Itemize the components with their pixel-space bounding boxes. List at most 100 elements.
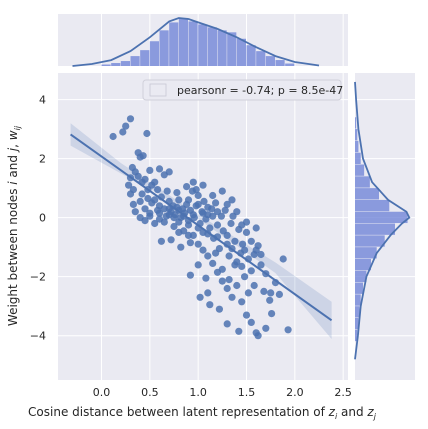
scatter-point <box>141 205 149 213</box>
right-kde-curve <box>354 81 411 360</box>
scatter-point <box>175 196 183 204</box>
scatter-point <box>238 298 246 306</box>
scatter-point <box>186 239 194 247</box>
right-histogram-bar <box>355 294 361 306</box>
scatter-point <box>154 186 162 194</box>
top-histogram-bar <box>227 32 237 66</box>
scatter-point <box>177 243 185 251</box>
scatter-point <box>213 208 222 216</box>
scatter-point <box>218 277 226 285</box>
scatter-point <box>202 274 210 282</box>
top-histogram-bar <box>120 61 130 66</box>
scatter-point <box>260 287 268 295</box>
scatter-point <box>125 181 133 189</box>
scatter-point <box>247 318 255 326</box>
right-histogram-bar <box>355 329 358 342</box>
y-tick-label: 2 <box>39 153 46 166</box>
y-tick-label: −4 <box>30 330 46 343</box>
top-histogram-bar <box>217 30 227 66</box>
scatter-point <box>194 200 202 208</box>
scatter-point <box>215 305 223 313</box>
scatter-point <box>238 221 246 229</box>
scatter-point <box>170 222 178 231</box>
top-histogram-bar <box>169 22 179 66</box>
scatter-point <box>184 221 193 229</box>
scatter-point <box>284 326 292 334</box>
x-tick-label: 2.0 <box>286 386 304 399</box>
scatter-point <box>212 199 220 207</box>
legend: pearsonr = -0.74; p = 8.5e-47 <box>142 79 343 101</box>
scatter-point <box>163 187 171 195</box>
scatter-point <box>233 208 241 216</box>
right-histogram-bar <box>355 152 361 165</box>
y-tick-labels: −4 −2 0 2 4 <box>30 94 46 343</box>
x-tick-label: 2.5 <box>334 386 352 399</box>
scatter-point <box>122 122 130 130</box>
scatter-point <box>279 255 287 263</box>
scatter-point <box>257 250 265 259</box>
top-histogram-bar <box>159 30 169 66</box>
right-histogram-bar <box>355 117 357 129</box>
scatter-point <box>221 206 229 214</box>
scatter-point <box>143 129 151 138</box>
scatter-point <box>218 187 226 195</box>
scatter-point <box>206 301 214 309</box>
scatter-point <box>257 261 265 269</box>
scatter-point <box>175 228 183 236</box>
scatter-point <box>242 228 251 236</box>
top-histogram-bar <box>178 17 188 66</box>
scatter-point <box>204 252 212 260</box>
right-histogram-bar <box>355 270 367 283</box>
scatter-point <box>247 237 255 245</box>
x-tick-labels: 0.0 0.5 1.0 1.5 2.0 2.5 <box>93 386 352 399</box>
scatter-point <box>109 132 117 141</box>
top-histogram-bar <box>285 63 295 66</box>
top-histogram-bar <box>246 45 256 66</box>
scatter-point <box>167 236 175 244</box>
scatter-point <box>184 231 193 239</box>
top-histogram-bar <box>130 56 140 66</box>
scatter-point <box>250 250 258 259</box>
scatter-point <box>138 190 146 198</box>
scatter-point <box>151 196 159 204</box>
scatter-point <box>199 209 207 217</box>
legend-box <box>142 79 342 101</box>
scatter-point <box>242 311 251 319</box>
scatter-point <box>194 261 202 269</box>
scatter-point <box>141 217 149 225</box>
scatter-point <box>157 237 165 245</box>
top-marginal-histogram <box>101 17 295 66</box>
top-histogram-bar <box>275 60 285 66</box>
scatter-point <box>233 281 241 290</box>
scatter-point <box>173 189 181 197</box>
right-histogram-bar <box>355 199 390 212</box>
top-histogram-bar <box>111 63 121 66</box>
scatter-point <box>151 219 159 228</box>
scatter-point <box>204 289 212 297</box>
x-tick-label: 0.0 <box>93 386 111 399</box>
scatter-point <box>199 181 207 189</box>
x-tick-label: 1.5 <box>238 386 256 399</box>
top-histogram-bar <box>188 21 198 66</box>
scatter-point <box>126 115 135 123</box>
right-histogram-bar <box>355 306 360 318</box>
scatter-point <box>165 168 173 176</box>
scatter-point <box>231 237 239 245</box>
scatter-point <box>209 212 217 220</box>
top-histogram-bar <box>140 50 150 66</box>
scatter-point <box>155 215 164 223</box>
right-histogram-bar <box>355 247 377 259</box>
scatter-point <box>196 293 204 301</box>
scatter-point <box>218 265 226 273</box>
scatter-point <box>254 242 262 250</box>
right-marginal-kde <box>354 81 411 360</box>
scatter-point <box>223 284 231 293</box>
right-histogram-bar <box>355 282 363 294</box>
scatter-point <box>192 186 200 194</box>
right-histogram-bar <box>355 223 395 235</box>
y-axis-label: Weight between nodes i and j, wij <box>6 125 22 326</box>
scatter-point <box>275 290 283 298</box>
scatter-point <box>231 261 239 269</box>
scatter-point <box>175 218 183 226</box>
